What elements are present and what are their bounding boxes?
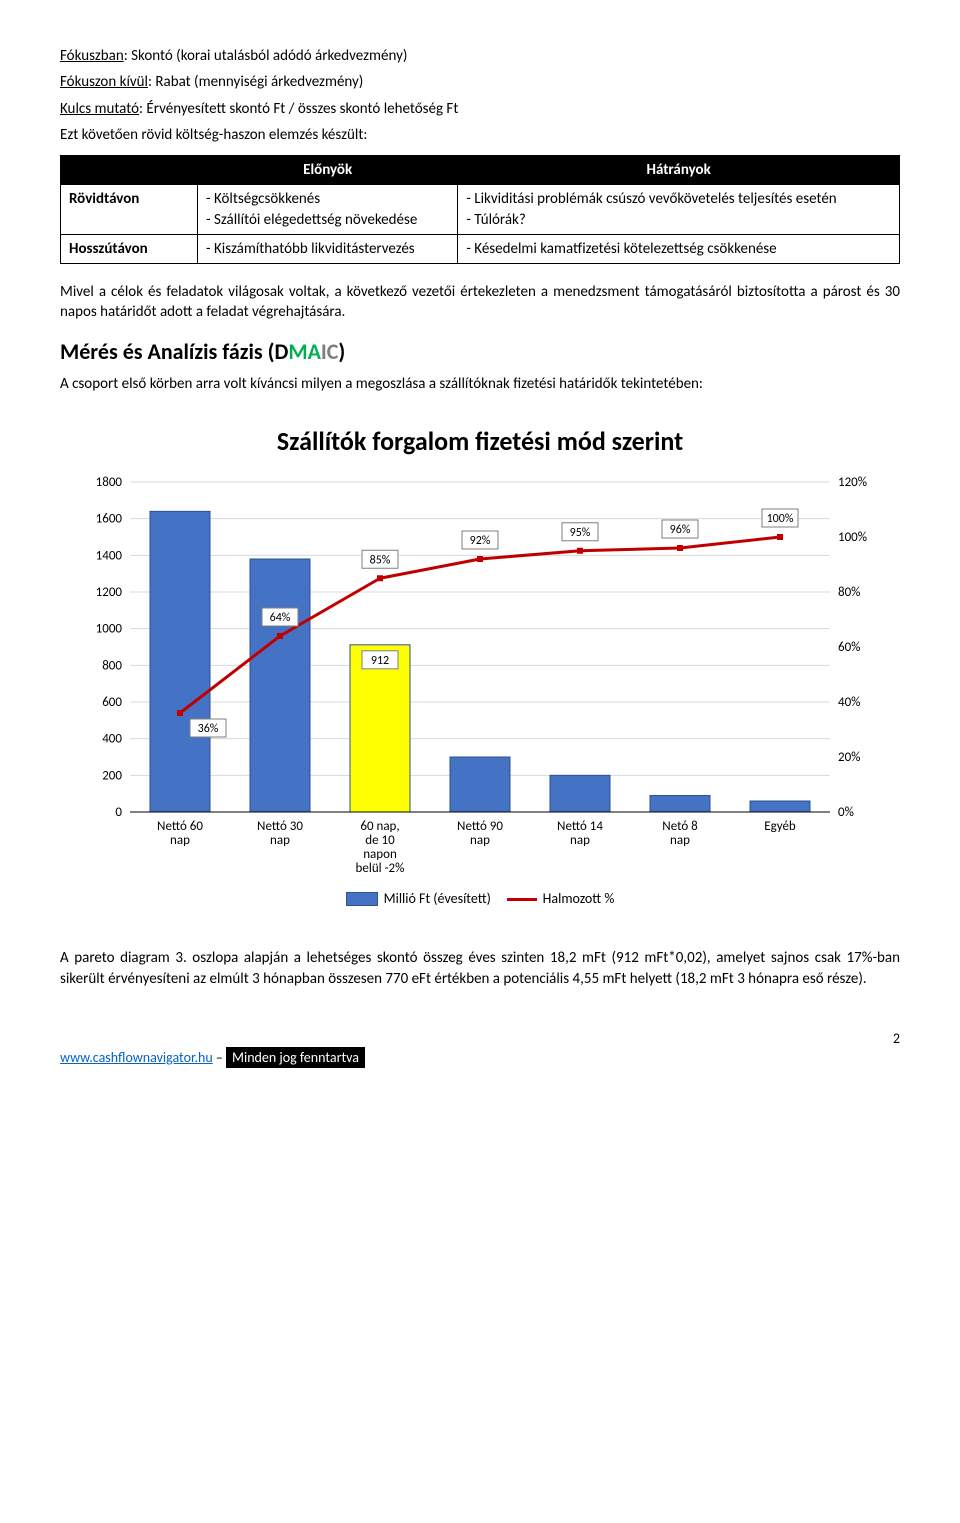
outfocus-text: : Rabat (mennyiségi árkedvezmény) <box>148 73 363 91</box>
th-empty <box>61 156 198 185</box>
svg-text:100%: 100% <box>767 512 794 526</box>
svg-text:nap: nap <box>570 833 590 848</box>
footer-link[interactable]: www.cashflownavigator.hu <box>60 1049 213 1066</box>
svg-text:nap: nap <box>670 833 690 848</box>
svg-text:36%: 36% <box>198 722 219 736</box>
paragraph-result: A pareto diagram 3. oszlopa alapján a le… <box>60 948 900 989</box>
key-line: Kulcs mutató: Érvényesített skontó Ft / … <box>60 99 900 119</box>
td-r1-label: Rövidtávon <box>61 185 198 235</box>
focus-label: Fókuszban <box>60 47 124 65</box>
svg-text:1600: 1600 <box>96 511 123 526</box>
svg-text:92%: 92% <box>470 534 491 548</box>
svg-text:1200: 1200 <box>96 585 123 600</box>
td-r2-pro: - Kiszámíthatóbb likviditástervezés <box>198 234 458 263</box>
td-r2-label: Hosszútávon <box>61 234 198 263</box>
footer-badge: Minden jog fenntartva <box>226 1047 365 1068</box>
pros-cons-table: Előnyök Hátrányok Rövidtávon - Költségcs… <box>60 155 900 264</box>
svg-text:95%: 95% <box>570 525 591 539</box>
svg-text:nap: nap <box>170 833 190 848</box>
svg-text:Nettó 60: Nettó 60 <box>157 819 203 834</box>
legend-bar-swatch <box>346 892 378 906</box>
h2-d: D <box>274 338 288 365</box>
svg-text:nap: nap <box>470 833 490 848</box>
td-r2-con: - Késedelmi kamatfizetési kötelezettség … <box>458 234 900 263</box>
outfocus-line: Fókuszon kívül: Rabat (mennyiségi árkedv… <box>60 72 900 92</box>
svg-text:nap: nap <box>270 833 290 848</box>
legend-line-label: Halmozott % <box>543 890 615 907</box>
svg-text:Egyéb: Egyéb <box>764 819 796 834</box>
heading-dmaic: Mérés és Analízis fázis (DMAIC) <box>60 337 900 367</box>
h2-post: ) <box>338 338 345 365</box>
svg-text:912: 912 <box>371 653 389 667</box>
svg-text:40%: 40% <box>838 695 860 710</box>
svg-text:800: 800 <box>102 658 122 673</box>
chart-svg: 0 200 400 600 800 1000 1200 1400 1600 1800 0% 20% 40… <box>70 472 890 882</box>
legend-bar-label: Millió Ft (évesített) <box>384 890 491 907</box>
svg-text:400: 400 <box>102 731 122 746</box>
th-pro: Előnyök <box>198 156 458 185</box>
key-label: Kulcs mutató <box>60 100 139 118</box>
svg-text:Nettó 30: Nettó 30 <box>257 819 303 834</box>
th-con: Hátrányok <box>458 156 900 185</box>
h2-m: M <box>288 338 307 365</box>
h2-pre: Mérés és Analízis fázis ( <box>60 338 274 365</box>
pareto-chart: Szállítók forgalom fizetési mód szerint … <box>60 424 900 908</box>
svg-text:80%: 80% <box>838 585 860 600</box>
svg-text:64%: 64% <box>270 611 291 625</box>
footer-sep: – <box>213 1049 226 1066</box>
svg-text:1400: 1400 <box>96 548 123 563</box>
svg-text:Netó 8: Netó 8 <box>662 819 698 834</box>
svg-text:100%: 100% <box>838 530 867 545</box>
svg-text:85%: 85% <box>370 553 391 567</box>
paragraph-question: A csoport első körben arra volt kíváncsi… <box>60 374 900 394</box>
svg-text:1800: 1800 <box>96 475 123 490</box>
svg-text:napon: napon <box>363 847 397 862</box>
key-text: : Érvényesített skontó Ft / összes skont… <box>139 100 458 118</box>
chart-legend: Millió Ft (évesített) Halmozott % <box>60 890 900 909</box>
svg-text:Nettó 14: Nettó 14 <box>557 819 603 834</box>
svg-text:60 nap,: 60 nap, <box>360 819 399 834</box>
after-line: Ezt követően rövid költség-haszon elemzé… <box>60 125 900 145</box>
footer: 2 www.cashflownavigator.hu – Minden jog … <box>60 1049 900 1068</box>
svg-text:belül -2%: belül -2% <box>356 861 405 876</box>
h2-ic: IC <box>321 338 339 365</box>
h2-a: A <box>308 338 321 365</box>
td-r1-pro: - Költségcsökkenés - Szállítói elégedett… <box>198 185 458 235</box>
svg-text:600: 600 <box>102 695 122 710</box>
chart-title: Szállítók forgalom fizetési mód szerint <box>60 424 900 459</box>
legend-line-swatch <box>507 898 537 901</box>
svg-text:200: 200 <box>102 768 122 783</box>
svg-text:120%: 120% <box>838 475 867 490</box>
outfocus-label: Fókuszon kívül <box>60 73 148 91</box>
svg-text:0: 0 <box>115 805 122 820</box>
td-r1-con: - Likviditási problémák csúszó vevőkövet… <box>458 185 900 235</box>
svg-text:de 10: de 10 <box>365 833 395 848</box>
focus-line: Fókuszban: Skontó (korai utalásból adódó… <box>60 46 900 66</box>
svg-text:20%: 20% <box>838 750 860 765</box>
svg-text:Nettó 90: Nettó 90 <box>457 819 503 834</box>
paragraph-goals: Mivel a célok és feladatok világosak vol… <box>60 282 900 323</box>
page-number: 2 <box>893 1030 900 1049</box>
focus-text: : Skontó (korai utalásból adódó árkedvez… <box>124 47 408 65</box>
svg-text:1000: 1000 <box>96 621 123 636</box>
svg-text:96%: 96% <box>670 523 691 537</box>
svg-text:0%: 0% <box>838 805 854 820</box>
svg-text:60%: 60% <box>838 640 860 655</box>
